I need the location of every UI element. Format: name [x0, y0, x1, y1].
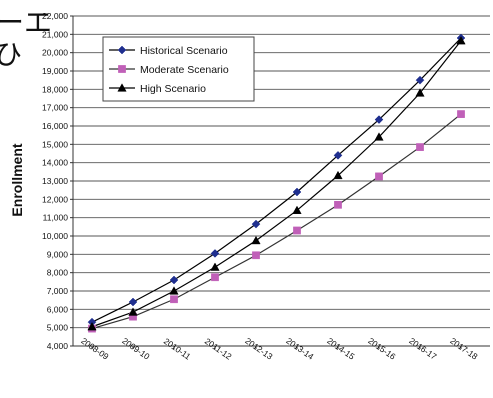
- data-point-diamond: [292, 187, 302, 197]
- y-tick-label: 14,000: [42, 158, 68, 168]
- series-lines: [91, 37, 462, 330]
- y-tick-label: 8,000: [47, 268, 69, 278]
- legend-marker-square: [118, 65, 126, 73]
- data-point-diamond: [128, 297, 138, 307]
- legend-label: Historical Scenario: [140, 45, 228, 57]
- x-tick-label: 2009-10: [120, 336, 152, 362]
- data-point-square: [211, 273, 219, 282]
- x-tick-label: 2015-16: [366, 336, 398, 362]
- y-tick-label: 17,000: [42, 103, 68, 113]
- data-point-square: [457, 110, 465, 118]
- data-point-square: [416, 143, 424, 151]
- cropped-glyph-top: ーエ: [0, 6, 52, 39]
- y-tick-label: 10,000: [42, 231, 68, 241]
- x-tick-label: 2008-09: [79, 336, 111, 362]
- legend: Historical Scenario Moderate Scenario High…: [102, 36, 255, 102]
- x-tick-label: 2011-12: [203, 336, 234, 362]
- data-point-diamond: [251, 219, 261, 229]
- y-tick-label: 11,000: [43, 213, 69, 223]
- data-point-triangle: [169, 286, 179, 295]
- data-point-triangle: [87, 322, 97, 331]
- axes: [70, 15, 490, 349]
- data-point-triangle: [292, 205, 302, 214]
- y-tick-label: 16,000: [42, 121, 68, 131]
- y-tick-label: 5,000: [47, 323, 69, 333]
- data-point-square: [293, 226, 301, 235]
- y-tick-labels: 4,000 5,000 6,000 7,000 8,000 9,000 10,000 11,0…: [42, 11, 68, 351]
- x-tick-label: 2013-14: [284, 336, 316, 362]
- y-tick-label: 21,000: [42, 29, 68, 39]
- data-point-triangle: [415, 88, 425, 97]
- y-tick-label: 12,000: [42, 194, 68, 204]
- y-tick-label: 19,000: [42, 66, 68, 76]
- data-point-triangle: [210, 262, 220, 271]
- data-point-triangle: [333, 170, 343, 180]
- x-tick-label: 2016-17: [407, 336, 439, 362]
- legend-marker-diamond: [117, 45, 127, 55]
- x-tick-labels: 2008-09 2009-10 2010-11 2011-12 2012-13 2013-…: [79, 336, 480, 362]
- y-tick-label: 15,000: [42, 139, 68, 149]
- legend-label: High Scenario: [140, 83, 206, 95]
- series-markers: [87, 33, 466, 333]
- x-tick-label: 2014-15: [325, 336, 357, 362]
- y-axis-title: Enrollment: [9, 143, 25, 216]
- data-point-square: [170, 295, 178, 304]
- data-point-square: [375, 172, 383, 181]
- series-line-square: [91, 113, 462, 330]
- y-tick-label: 7,000: [47, 286, 69, 296]
- data-point-triangle: [374, 132, 384, 141]
- x-tick-label: 2017-18: [448, 336, 480, 362]
- series-line-triangle: [91, 40, 462, 328]
- data-point-diamond: [374, 115, 384, 124]
- legend-marker-triangle: [117, 83, 127, 92]
- y-tick-label: 6,000: [47, 304, 69, 314]
- data-point-square: [334, 200, 342, 209]
- y-tick-label: 9,000: [47, 249, 69, 259]
- data-point-triangle: [456, 36, 466, 45]
- data-point-triangle: [128, 307, 138, 316]
- data-point-square: [252, 251, 260, 260]
- y-tick-label: 4,000: [47, 341, 69, 351]
- x-tick-label: 2012-13: [243, 336, 275, 362]
- y-tick-label: 20,000: [42, 48, 68, 58]
- series-line-diamond: [91, 37, 462, 323]
- data-point-diamond: [169, 275, 179, 285]
- legend-label: Moderate Scenario: [140, 64, 229, 76]
- y-tick-label: 13,000: [42, 176, 68, 186]
- cropped-glyph-bottom: ひ: [0, 38, 22, 71]
- data-point-diamond: [415, 75, 425, 85]
- data-point-diamond: [210, 249, 220, 258]
- data-point-triangle: [251, 235, 261, 245]
- data-point-diamond: [333, 150, 343, 160]
- gridlines: [73, 15, 490, 347]
- y-tick-label: 18,000: [42, 84, 68, 94]
- y-tick-label: 22,000: [42, 11, 68, 21]
- x-tick-label: 2010-11: [162, 336, 193, 362]
